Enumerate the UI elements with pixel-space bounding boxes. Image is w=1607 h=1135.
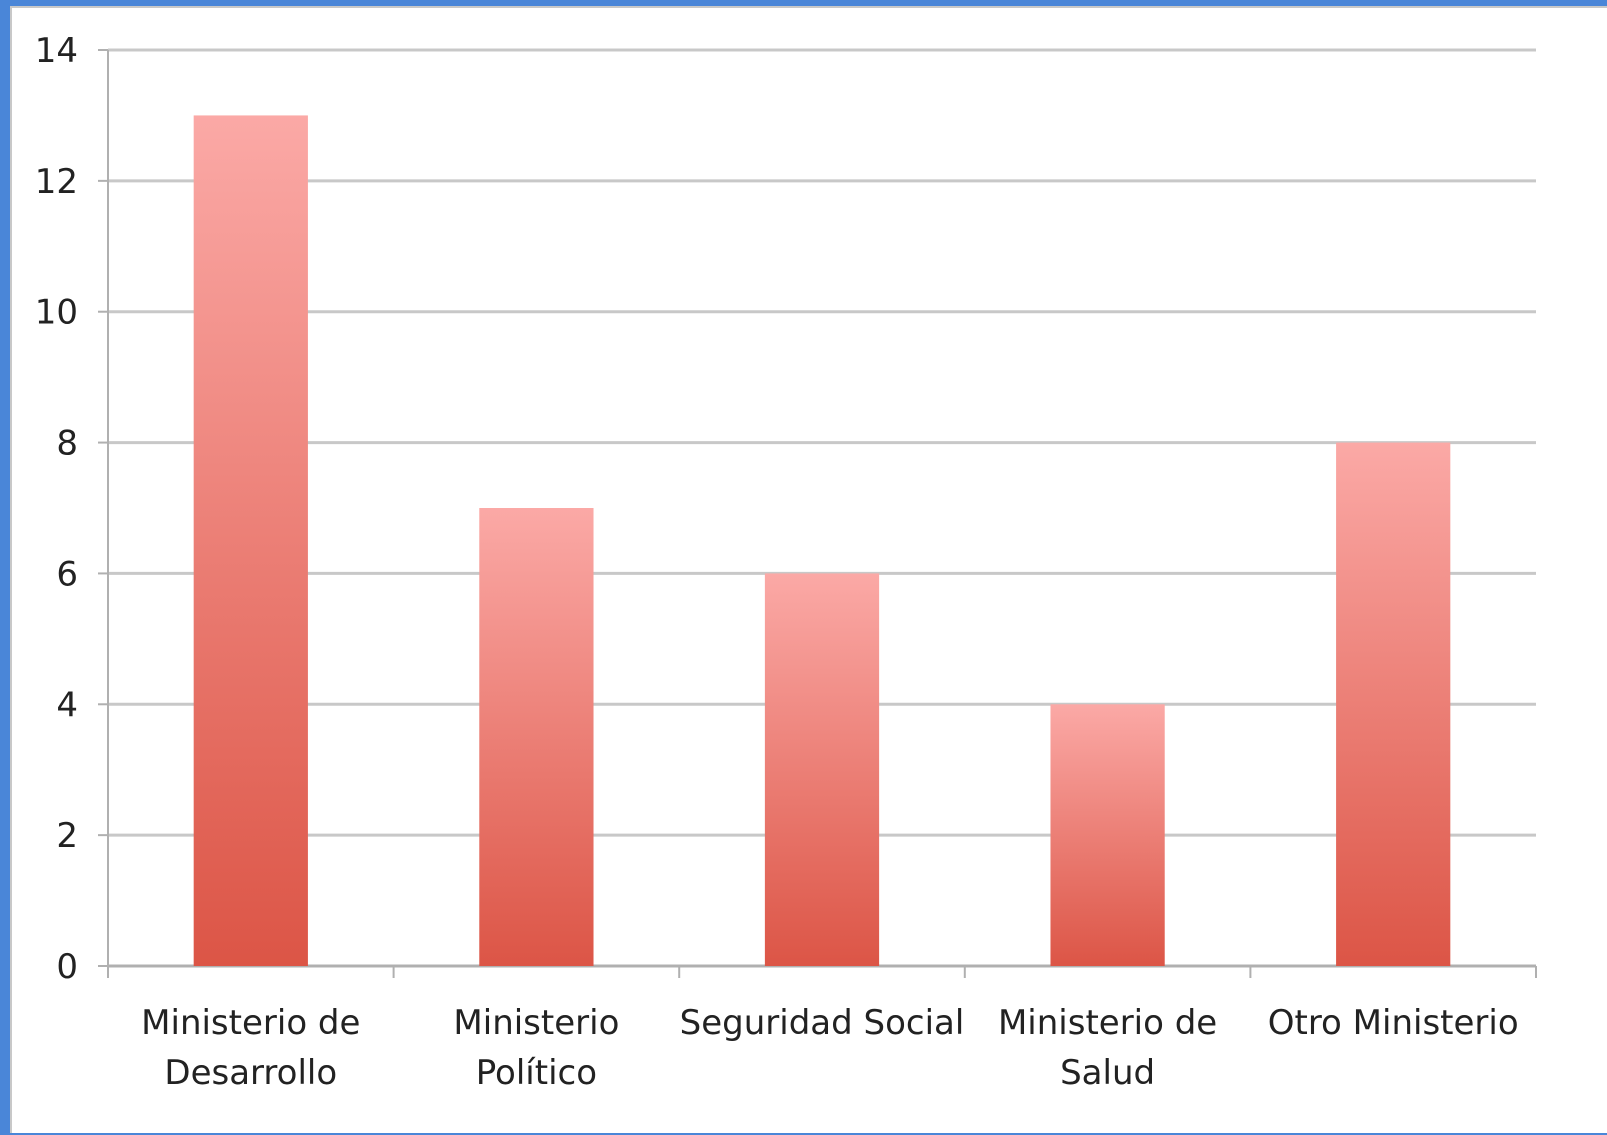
y-tick-label: 10 [35, 293, 78, 333]
x-category-label: Político [476, 1053, 597, 1093]
y-axis: 0 2 4 6 8 10 12 14 [35, 31, 109, 987]
x-category-label: Ministerio [453, 1003, 619, 1043]
x-axis [107, 964, 1537, 978]
bar [764, 573, 880, 966]
x-category-label: Desarrollo [164, 1053, 337, 1093]
x-category-label: Ministerio de [998, 1003, 1217, 1043]
x-category-label: Ministerio de [141, 1003, 360, 1043]
y-tick-label: 2 [56, 816, 78, 856]
x-category-label: Otro Ministerio [1268, 1003, 1519, 1043]
x-category-label: Salud [1060, 1053, 1155, 1093]
x-category-label: Seguridad Social [680, 1003, 965, 1043]
bars [193, 115, 1451, 967]
y-tick-label: 6 [56, 554, 78, 594]
chart-panel: 0 2 4 6 8 10 12 14 Ministerio de Desarrollo Minis… [10, 6, 1607, 1133]
y-tick-label: 12 [35, 162, 78, 202]
y-tick-label: 14 [35, 31, 78, 71]
bar [193, 115, 308, 966]
bar [1050, 704, 1165, 966]
y-tick-label: 4 [56, 685, 78, 725]
bar [1336, 442, 1451, 967]
y-tick-label: 8 [56, 424, 78, 464]
y-tick-label: 0 [56, 947, 78, 987]
bar [479, 508, 594, 966]
x-axis-labels: Ministerio de Desarrollo Ministerio Polític… [141, 1003, 1518, 1093]
